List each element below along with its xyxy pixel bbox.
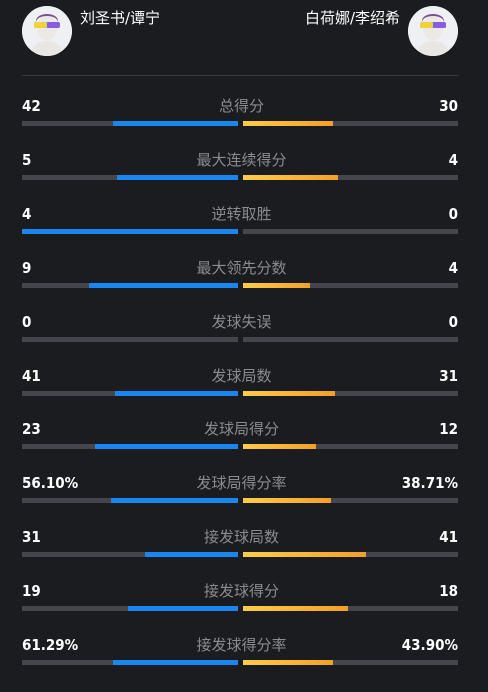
left-bar-track: [22, 552, 238, 557]
left-bar-track: [22, 391, 238, 396]
right-value: 18: [439, 582, 458, 600]
left-value: 5: [22, 151, 32, 169]
left-bar-fill: [88, 283, 238, 288]
right-bar-track: [243, 121, 458, 126]
right-bar-track: [243, 444, 458, 449]
left-value: 9: [22, 259, 32, 277]
right-bar-fill: [243, 606, 349, 611]
left-bar-fill: [145, 552, 238, 557]
stat-row: 61.29% 接发球得分率 43.90%: [0, 635, 488, 675]
stat-label: 接发球局数: [203, 528, 279, 546]
stat-label: 最大连续得分: [196, 151, 287, 169]
left-team[interactable]: 刘圣书/谭宁: [22, 6, 160, 56]
left-value: 41: [22, 367, 41, 385]
header-divider: [22, 75, 459, 76]
left-bar-track: [22, 660, 238, 665]
user-avatar-icon[interactable]: [22, 6, 72, 56]
right-value: 4: [448, 259, 458, 277]
right-team[interactable]: 白荷娜/李绍希: [305, 6, 458, 56]
left-bar-fill: [127, 606, 238, 611]
stat-row: 56.10% 发球局得分率 38.71%: [0, 473, 488, 513]
stat-row: 42 总得分 30: [0, 96, 488, 136]
stat-row: 0 发球失误 0: [0, 312, 488, 352]
left-value: 31: [22, 528, 41, 546]
stat-label: 发球局得分率: [196, 474, 287, 492]
right-bar-track: [243, 229, 458, 234]
right-value: 30: [439, 97, 458, 115]
stat-label: 接发球得分: [203, 582, 279, 600]
stat-label: 发球局得分: [203, 420, 279, 438]
right-value: 0: [448, 313, 458, 331]
right-bar-fill: [243, 175, 338, 180]
left-bar-track: [22, 498, 238, 503]
stat-row: 23 发球局得分 12: [0, 419, 488, 459]
stat-label: 逆转取胜: [211, 205, 272, 223]
left-bar-track: [22, 121, 238, 126]
stat-row: 19 接发球得分 18: [0, 581, 488, 621]
left-bar-fill: [117, 175, 238, 180]
left-bar-track: [22, 175, 238, 180]
left-bar-track: [22, 606, 238, 611]
right-value: 4: [448, 151, 458, 169]
stat-row: 31 接发球局数 41: [0, 527, 488, 567]
left-bar-track: [22, 229, 238, 234]
stat-label: 发球局数: [211, 367, 272, 385]
right-bar-fill: [243, 283, 310, 288]
left-value: 61.29%: [22, 636, 79, 654]
stat-label: 接发球得分率: [196, 636, 287, 654]
left-bar-fill: [112, 660, 238, 665]
stat-row: 9 最大领先分数 4: [0, 258, 488, 298]
left-value: 56.10%: [22, 474, 79, 492]
right-value: 43.90%: [401, 636, 458, 654]
stat-label: 最大领先分数: [196, 259, 287, 277]
left-team-name: 刘圣书/谭宁: [80, 9, 161, 27]
left-value: 23: [22, 420, 41, 438]
left-bar-track: [22, 337, 238, 342]
right-bar-track: [243, 391, 458, 396]
stat-label: 发球失误: [211, 313, 272, 331]
right-bar-fill: [243, 660, 334, 665]
right-team-name: 白荷娜/李绍希: [304, 9, 400, 27]
right-bar-track: [243, 283, 458, 288]
stat-row: 5 最大连续得分 4: [0, 150, 488, 190]
right-bar-fill: [243, 121, 334, 126]
left-bar-track: [22, 283, 238, 288]
right-value: 12: [439, 420, 458, 438]
left-bar-track: [22, 444, 238, 449]
right-bar-track: [243, 660, 458, 665]
left-bar-fill: [112, 121, 238, 126]
left-bar-fill: [95, 444, 238, 449]
right-value: 41: [439, 528, 458, 546]
left-value: 0: [22, 313, 32, 331]
right-bar-fill: [243, 552, 366, 557]
left-value: 4: [22, 205, 32, 223]
left-bar-fill: [114, 391, 238, 396]
stat-row: 4 逆转取胜 0: [0, 204, 488, 244]
left-bar-fill: [110, 498, 238, 503]
stat-row: 41 发球局数 31: [0, 366, 488, 406]
right-value: 38.71%: [401, 474, 458, 492]
stat-label: 总得分: [218, 97, 264, 115]
match-header: 刘圣书/谭宁 白荷娜/李绍希: [0, 0, 488, 76]
left-value: 42: [22, 97, 41, 115]
left-value: 19: [22, 582, 41, 600]
left-bar-fill: [22, 229, 238, 234]
right-bar-track: [243, 606, 458, 611]
right-bar-fill: [243, 444, 317, 449]
right-bar-track: [243, 175, 458, 180]
right-bar-track: [243, 498, 458, 503]
right-bar-fill: [243, 498, 332, 503]
right-bar-fill: [243, 391, 336, 396]
user-avatar-icon[interactable]: [408, 6, 458, 56]
right-value: 31: [439, 367, 458, 385]
right-value: 0: [448, 205, 458, 223]
right-bar-track: [243, 552, 458, 557]
right-bar-track: [243, 337, 458, 342]
